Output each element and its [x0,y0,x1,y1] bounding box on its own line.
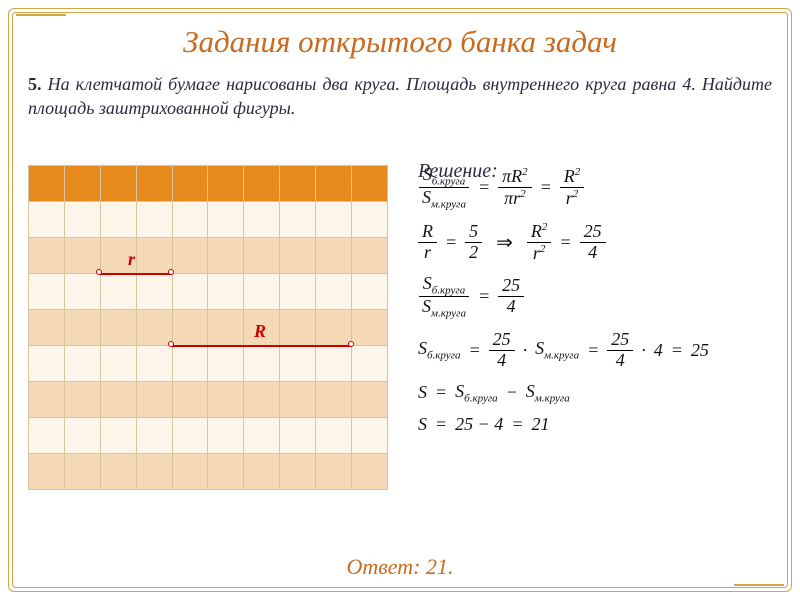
label-big-r: R [254,321,266,342]
segment-r [100,273,172,275]
equation-4: Sб.круга = 25 4 · Sм.круга = 25 4 · 4 = … [418,330,709,371]
solution-block: Sб.круга Sм.круга = πR2 πr2 = R2 r2 R [418,165,709,446]
equation-5: S = Sб.круга − Sм.круга [418,381,709,405]
segment-big-r [172,345,352,347]
dot-big-r-end [348,341,354,347]
answer-text: Ответ: 21. [28,554,772,580]
equation-6: S = 25 − 4 = 21 [418,414,709,435]
dot-r-end [168,269,174,275]
problem-number: 5. [28,74,42,94]
label-r: r [128,249,135,270]
problem-text: 5. На клетчатой бумаге нарисованы два кр… [28,72,772,121]
dot-r-start [96,269,102,275]
equation-2: R r = 5 2 ⇒ R2 r2 = 25 4 [418,221,709,264]
dot-big-r-start [168,341,174,347]
grid-table [28,165,388,490]
page-title: Задания открытого банка задач [28,24,772,60]
equation-3: Sб.круга Sм.круга = 25 4 [418,274,709,320]
problem-body: На клетчатой бумаге нарисованы два круга… [28,74,772,118]
equation-1: Sб.круга Sм.круга = πR2 πr2 = R2 r2 [418,165,709,211]
